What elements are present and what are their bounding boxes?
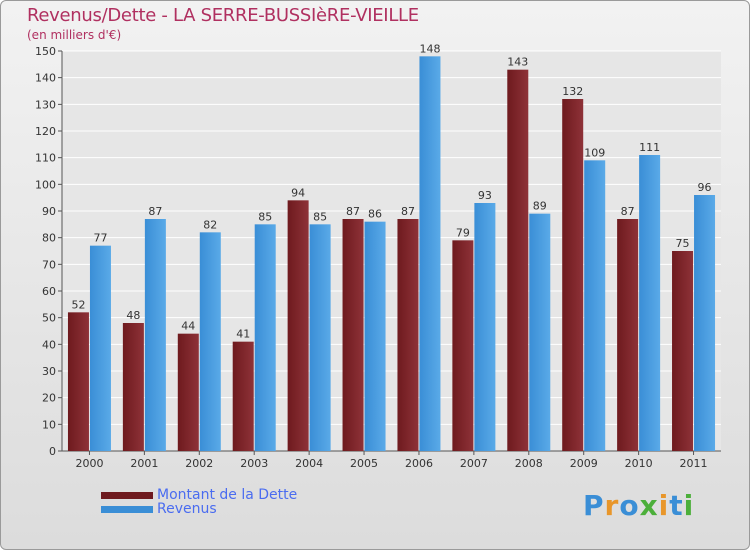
value-label-dette: 132 <box>562 85 583 98</box>
bar-revenus <box>364 221 386 451</box>
x-tick-label: 2009 <box>570 457 598 470</box>
x-tick-label: 2007 <box>460 457 488 470</box>
y-tick-label: 30 <box>42 365 56 378</box>
value-label-revenus: 148 <box>419 42 440 55</box>
value-label-dette: 87 <box>621 205 635 218</box>
value-label-revenus: 89 <box>533 200 547 213</box>
bar-revenus <box>694 195 716 451</box>
bar-revenus <box>474 203 496 451</box>
y-tick-label: 40 <box>42 338 56 351</box>
x-tick-label: 2005 <box>350 457 378 470</box>
legend-swatch-dette <box>101 492 153 499</box>
y-tick-label: 150 <box>35 45 56 58</box>
y-tick-label: 60 <box>42 285 56 298</box>
bar-dette <box>452 240 474 451</box>
x-tick-label: 2001 <box>130 457 158 470</box>
bar-dette <box>287 200 309 451</box>
value-label-dette: 44 <box>181 320 195 333</box>
y-tick-label: 110 <box>35 152 56 165</box>
bar-revenus <box>419 56 441 451</box>
bar-revenus <box>199 232 221 451</box>
value-label-revenus: 87 <box>148 205 162 218</box>
bar-dette <box>342 219 364 451</box>
y-tick-label: 10 <box>42 418 56 431</box>
bar-dette <box>672 251 694 451</box>
x-tick-label: 2000 <box>75 457 103 470</box>
bar-dette <box>562 99 584 451</box>
value-label-revenus: 109 <box>584 146 605 159</box>
bar-dette <box>232 341 254 451</box>
value-label-dette: 48 <box>126 309 140 322</box>
x-tick-label: 2008 <box>515 457 543 470</box>
x-tick-label: 2006 <box>405 457 433 470</box>
value-label-dette: 87 <box>346 205 360 218</box>
bar-revenus <box>639 155 661 451</box>
y-tick-label: 50 <box>42 312 56 325</box>
value-label-dette: 52 <box>71 298 85 311</box>
bar-revenus <box>89 245 111 451</box>
bar-dette <box>617 219 639 451</box>
value-label-dette: 41 <box>236 328 250 341</box>
y-tick-label: 80 <box>42 232 56 245</box>
value-label-dette: 75 <box>676 237 690 250</box>
y-tick-label: 70 <box>42 258 56 271</box>
value-label-dette: 143 <box>507 56 528 69</box>
x-tick-label: 2004 <box>295 457 323 470</box>
value-label-dette: 79 <box>456 226 470 239</box>
chart-title: Revenus/Dette - LA SERRE-BUSSIèRE-VIEILL… <box>27 5 419 26</box>
y-tick-label: 0 <box>49 445 56 458</box>
value-label-revenus: 96 <box>698 181 712 194</box>
value-label-revenus: 82 <box>203 218 217 231</box>
y-tick-label: 120 <box>35 125 56 138</box>
x-tick-label: 2010 <box>625 457 653 470</box>
value-label-revenus: 111 <box>639 141 660 154</box>
bar-dette <box>507 69 529 452</box>
value-label-revenus: 85 <box>313 210 327 223</box>
bar-dette <box>397 219 419 451</box>
value-label-dette: 94 <box>291 186 305 199</box>
x-tick-label: 2003 <box>240 457 268 470</box>
bar-revenus <box>144 219 166 451</box>
bar-revenus <box>529 213 551 451</box>
legend-swatch-revenus <box>101 506 153 513</box>
y-tick-label: 130 <box>35 98 56 111</box>
y-tick-label: 100 <box>35 178 56 191</box>
x-tick-label: 2011 <box>680 457 708 470</box>
y-tick-label: 90 <box>42 205 56 218</box>
bar-revenus <box>309 224 331 451</box>
value-label-dette: 87 <box>401 205 415 218</box>
legend-label-dette: Montant de la Dette <box>157 487 298 503</box>
bar-revenus <box>254 224 276 451</box>
chart-subtitle: (en milliers d'€) <box>27 28 122 42</box>
value-label-revenus: 86 <box>368 208 382 221</box>
x-tick-label: 2002 <box>185 457 213 470</box>
bar-dette <box>67 312 89 451</box>
y-tick-label: 140 <box>35 72 56 85</box>
bar-dette <box>122 323 144 451</box>
value-label-revenus: 77 <box>93 232 107 245</box>
legend-label-revenus: Revenus <box>157 501 217 517</box>
proxiti-logo: Proxiti <box>583 489 695 522</box>
value-label-revenus: 85 <box>258 210 272 223</box>
bar-dette <box>177 333 199 451</box>
value-label-revenus: 93 <box>478 189 492 202</box>
plot-area <box>62 51 721 451</box>
y-tick-label: 20 <box>42 392 56 405</box>
bar-revenus <box>584 160 606 452</box>
